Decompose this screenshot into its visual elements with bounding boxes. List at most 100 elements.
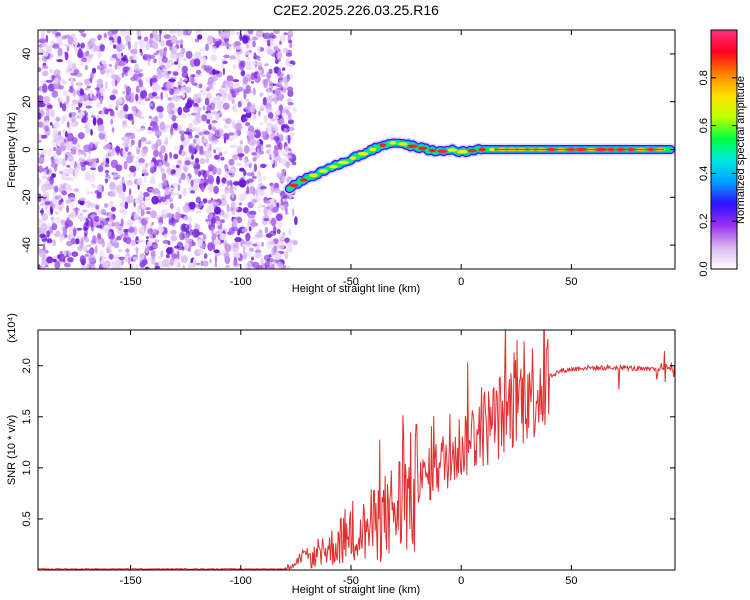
- noise-speckle: [82, 245, 88, 252]
- ridge-core: [467, 148, 477, 153]
- noise-speckle: [131, 105, 138, 112]
- noise-speckle: [122, 120, 127, 127]
- noise-speckle: [252, 87, 256, 96]
- noise-speckle: [274, 58, 279, 64]
- noise-speckle: [130, 48, 138, 55]
- noise-speckle: [209, 171, 213, 176]
- noise-speckle: [82, 33, 87, 38]
- noise-speckle: [273, 136, 280, 141]
- noise-speckle: [261, 204, 267, 208]
- noise-speckle: [251, 113, 256, 121]
- noise-speckle: [52, 239, 56, 247]
- noise-speckle: [101, 239, 105, 248]
- noise-speckle: [238, 202, 242, 206]
- noise-speckle: [214, 113, 220, 121]
- noise-speckle: [176, 212, 181, 220]
- x-tick-label: -50: [343, 575, 359, 587]
- noise-speckle: [251, 104, 256, 113]
- noise-speckle: [144, 266, 150, 269]
- noise-speckle: [64, 43, 70, 47]
- noise-speckle: [158, 49, 165, 54]
- ridge-core: [389, 141, 397, 145]
- noise-speckle: [249, 186, 256, 195]
- spectrogram-y-axis: -40 -20 0 20 40: [21, 48, 675, 253]
- noise-speckle: [177, 184, 181, 192]
- noise-speckle: [104, 163, 110, 168]
- noise-speckle: [291, 124, 295, 128]
- noise-speckle: [216, 104, 224, 110]
- noise-speckle: [78, 197, 87, 201]
- noise-speckle: [160, 167, 165, 174]
- noise-speckle: [266, 239, 274, 249]
- noise-speckle: [164, 137, 169, 146]
- snr-x-label: Height of straight line (km): [292, 584, 420, 596]
- noise-speckle: [180, 47, 186, 54]
- noise-speckle: [158, 222, 163, 228]
- noise-speckle: [170, 35, 178, 44]
- noise-speckle: [286, 97, 292, 103]
- noise-speckle: [171, 114, 177, 122]
- noise-speckle: [70, 72, 78, 76]
- noise-speckle: [197, 179, 205, 184]
- noise-speckle: [188, 135, 194, 140]
- noise-speckle: [213, 238, 221, 246]
- noise-speckle: [265, 77, 270, 83]
- noise-speckle: [152, 143, 157, 151]
- noise-speckle: [140, 148, 148, 157]
- noise-speckle: [245, 241, 253, 246]
- noise-speckle: [273, 30, 280, 35]
- noise-speckle: [211, 135, 218, 141]
- noise-speckle: [45, 79, 53, 83]
- noise-speckle: [104, 66, 107, 69]
- noise-speckle: [79, 240, 84, 249]
- noise-speckle: [205, 65, 213, 74]
- noise-speckle: [195, 262, 201, 266]
- noise-speckle: [260, 163, 267, 168]
- x-tick-label: -50: [343, 276, 359, 288]
- noise-speckle: [110, 74, 118, 79]
- noise-speckle: [285, 57, 290, 67]
- noise-speckle: [160, 145, 166, 154]
- noise-speckle: [193, 58, 201, 67]
- noise-speckle: [277, 240, 285, 250]
- noise-speckle: [125, 35, 130, 42]
- noise-speckle: [125, 155, 134, 164]
- noise-speckle: [271, 158, 274, 165]
- noise-speckle: [241, 114, 248, 118]
- noise-speckle: [154, 130, 162, 137]
- noise-speckle: [292, 239, 298, 246]
- noise-speckle: [137, 177, 143, 186]
- noise-speckle: [220, 156, 225, 161]
- noise-speckle: [62, 168, 69, 176]
- noise-speckle: [214, 262, 218, 268]
- noise-speckle: [151, 30, 158, 35]
- noise-speckle: [280, 85, 284, 91]
- noise-speckle: [279, 40, 282, 45]
- noise-speckle: [222, 117, 226, 121]
- noise-speckle: [73, 188, 80, 192]
- noise-speckle: [177, 250, 180, 260]
- noise-speckle: [243, 91, 247, 100]
- noise-speckle: [153, 58, 157, 64]
- noise-speckle: [58, 206, 63, 212]
- noise-speckle: [81, 94, 89, 102]
- noise-speckle: [204, 139, 207, 144]
- noise-speckle: [82, 227, 88, 231]
- noise-speckle: [239, 33, 242, 41]
- ridge-core: [398, 142, 408, 146]
- noise-speckle: [38, 106, 41, 114]
- ridge-core: [428, 148, 437, 153]
- noise-speckle: [136, 146, 141, 154]
- noise-speckle: [84, 65, 88, 71]
- y-tick-label: 0.5: [21, 511, 33, 526]
- noise-speckle: [161, 181, 168, 187]
- noise-speckle: [82, 99, 91, 106]
- noise-speckle: [171, 62, 175, 66]
- noise-speckle: [51, 90, 59, 98]
- noise-speckle: [281, 169, 286, 174]
- noise-speckle: [233, 64, 236, 70]
- noise-speckle: [267, 112, 274, 119]
- noise-speckle: [71, 102, 76, 111]
- noise-speckle: [156, 105, 164, 113]
- noise-speckle: [218, 100, 224, 105]
